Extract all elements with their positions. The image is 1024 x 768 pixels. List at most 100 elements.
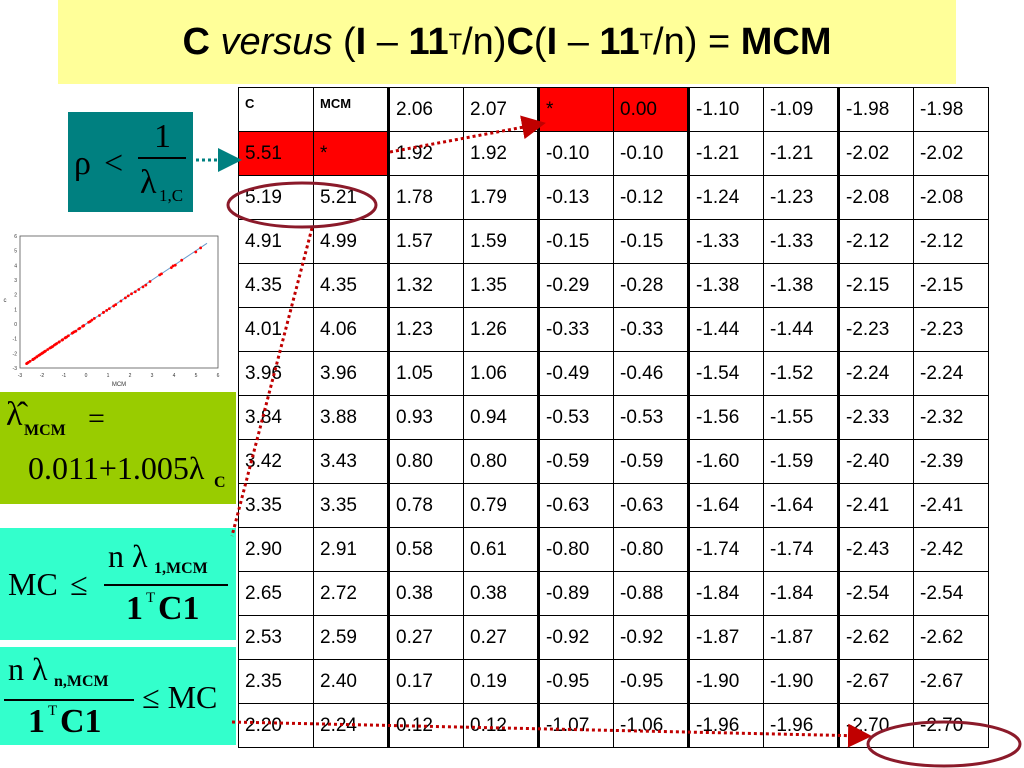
data-point xyxy=(141,285,145,289)
table-cell: -1.96 xyxy=(763,703,839,748)
table-cell: -2.24 xyxy=(837,351,914,396)
less-than-symbol: < xyxy=(104,145,124,182)
slide-title: C versus (I – 11 T/n) C(I – 11 T/n) = MCM xyxy=(58,0,956,84)
table-cell: 2.35 xyxy=(238,659,314,704)
table-cell: -2.24 xyxy=(913,351,989,396)
y-tick-label: -3 xyxy=(13,366,18,372)
table-cell: -1.09 xyxy=(763,87,839,132)
table-cell: 3.96 xyxy=(238,351,314,396)
table-cell: 5.51 xyxy=(238,131,314,176)
table-cell: -2.70 xyxy=(837,703,914,748)
table-cell: -0.95 xyxy=(613,659,689,704)
ones-vector: 1 xyxy=(126,590,143,627)
table-cell: 2.40 xyxy=(313,659,389,704)
table-cell: 2.90 xyxy=(238,527,314,572)
less-equal-mc: ≤ MC xyxy=(142,679,218,715)
table-cell: -1.90 xyxy=(763,659,839,704)
data-point xyxy=(130,292,133,296)
table-cell: -1.84 xyxy=(763,571,839,616)
table-cell: 3.96 xyxy=(313,351,389,396)
table-row: 4.35 4.35 1.32 1.35 -0.29 -0.28 -1.38 -1.38 -2.1… xyxy=(238,263,989,308)
data-point xyxy=(31,358,35,362)
table-cell: -1.74 xyxy=(763,527,839,572)
y-tick-label: 5 xyxy=(14,249,17,255)
mc-label: MC xyxy=(8,566,58,602)
table-cell: -0.89 xyxy=(537,571,614,616)
table-cell: 2.59 xyxy=(313,615,389,660)
table-cell: 1.23 xyxy=(387,307,464,352)
data-point xyxy=(199,246,203,250)
table-cell: -1.64 xyxy=(687,483,764,528)
table-cell: -1.23 xyxy=(763,175,839,220)
table-cell: -2.23 xyxy=(837,307,914,352)
table-cell: -1.44 xyxy=(763,307,839,352)
table-cell: 2.24 xyxy=(313,703,389,748)
y-tick-label: 3 xyxy=(14,278,17,284)
table-cell: -0.59 xyxy=(537,439,614,484)
table-cell: 1.35 xyxy=(463,263,539,308)
data-point xyxy=(63,336,67,340)
table-cell: -1.56 xyxy=(687,395,764,440)
table-cell: -0.10 xyxy=(613,131,689,176)
table-cell: 4.35 xyxy=(313,263,389,308)
table-cell: -2.23 xyxy=(913,307,989,352)
table-cell: 3.88 xyxy=(313,395,389,440)
table-cell: -2.54 xyxy=(913,571,989,616)
table-cell: 0.00 xyxy=(613,87,689,132)
data-point xyxy=(158,273,162,277)
table-cell: -1.98 xyxy=(913,87,989,132)
table-cell: -2.40 xyxy=(837,439,914,484)
mc-lower-bound-formula: n λ n,MCM 1 T C1 ≤ MC xyxy=(0,647,236,745)
table-cell: -0.88 xyxy=(613,571,689,616)
table-cell: -1.87 xyxy=(763,615,839,660)
table-cell: 0.80 xyxy=(463,439,539,484)
table-cell: 0.12 xyxy=(387,703,464,748)
table-row: 2.35 2.40 0.17 0.19 -0.95 -0.95 -1.90 -1.90 -2.6… xyxy=(238,659,989,704)
table-cell: -2.33 xyxy=(837,395,914,440)
table-row: 2.90 2.91 0.58 0.61 -0.80 -0.80 -1.74 -1.74 -2.4… xyxy=(238,527,989,572)
table-cell: -0.28 xyxy=(613,263,689,308)
x-tick-label: -1 xyxy=(62,373,67,379)
x-tick-label: -2 xyxy=(40,373,45,379)
x-tick-label: 5 xyxy=(195,373,198,379)
table-cell: -0.15 xyxy=(613,219,689,264)
title-c-matrix: C xyxy=(506,20,534,63)
table-cell: -1.52 xyxy=(763,351,839,396)
table-cell: 1.57 xyxy=(387,219,464,264)
regression-rhs-subscript: C xyxy=(214,474,226,491)
data-point xyxy=(194,250,198,254)
table-cell: -1.24 xyxy=(687,175,764,220)
table-cell: 4.99 xyxy=(313,219,389,264)
table-cell: -0.53 xyxy=(537,395,614,440)
data-point xyxy=(144,283,148,287)
data-point xyxy=(60,338,64,342)
table-cell: 0.38 xyxy=(463,571,539,616)
table-cell: 3.35 xyxy=(238,483,314,528)
title-versus: versus xyxy=(220,20,333,63)
data-point xyxy=(123,296,127,300)
table-cell: -0.33 xyxy=(613,307,689,352)
table-cell: -2.15 xyxy=(913,263,989,308)
table-cell: 0.27 xyxy=(463,615,539,660)
table-cell: 3.35 xyxy=(313,483,389,528)
y-tick-label: 1 xyxy=(14,307,17,313)
table-cell: 0.93 xyxy=(387,395,464,440)
c-ones-product: C1 xyxy=(158,590,200,627)
ones-vector: 1 xyxy=(28,703,45,740)
data-point xyxy=(57,340,61,344)
x-tick-label: 6 xyxy=(217,373,220,379)
title-paren-open-2: ( xyxy=(533,20,547,63)
table-cell: 1.59 xyxy=(463,219,539,264)
title-ones: 11 xyxy=(408,20,449,63)
table-cell: -1.59 xyxy=(763,439,839,484)
table-row: 2.20 2.24 0.12 0.12 -1.07 -1.06 -1.96 -1.96 -2.7… xyxy=(238,703,989,748)
table-cell: 0.38 xyxy=(387,571,464,616)
title-over-n-2: /n) xyxy=(653,20,698,63)
transpose-superscript: T xyxy=(146,590,156,606)
data-point xyxy=(92,317,96,320)
table-cell: 2.06 xyxy=(387,87,464,132)
table-row: C MCM 2.06 2.07 * 0.00 -1.10 -1.09 -1.98 -1.98 xyxy=(238,87,989,132)
data-point xyxy=(70,331,74,335)
fraction-bar xyxy=(104,584,228,586)
data-point xyxy=(48,346,52,350)
